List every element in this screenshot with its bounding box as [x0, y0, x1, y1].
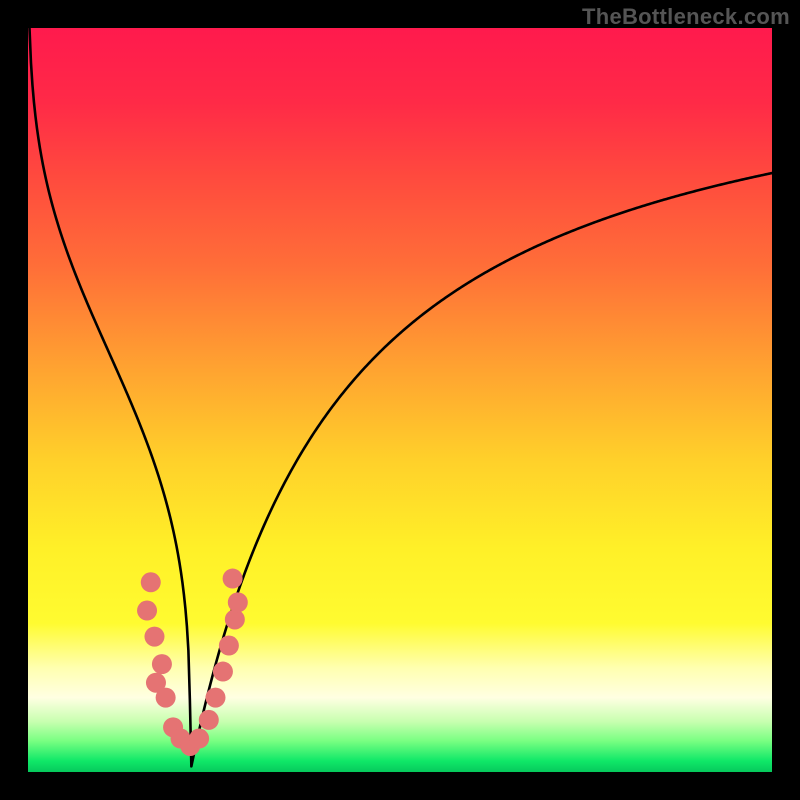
- data-dot: [205, 688, 225, 708]
- data-dot: [152, 654, 172, 674]
- data-dot: [225, 609, 245, 629]
- data-dot: [223, 569, 243, 589]
- chart-svg: [0, 0, 800, 800]
- data-dot: [141, 572, 161, 592]
- data-dot: [189, 729, 209, 749]
- gradient-background: [28, 28, 772, 772]
- chart-stage: TheBottleneck.com: [0, 0, 800, 800]
- data-dot: [219, 636, 239, 656]
- data-dot: [156, 688, 176, 708]
- data-dot: [199, 710, 219, 730]
- data-dot: [144, 627, 164, 647]
- data-dot: [137, 601, 157, 621]
- data-dot: [228, 592, 248, 612]
- data-dot: [213, 662, 233, 682]
- watermark-label: TheBottleneck.com: [582, 4, 790, 30]
